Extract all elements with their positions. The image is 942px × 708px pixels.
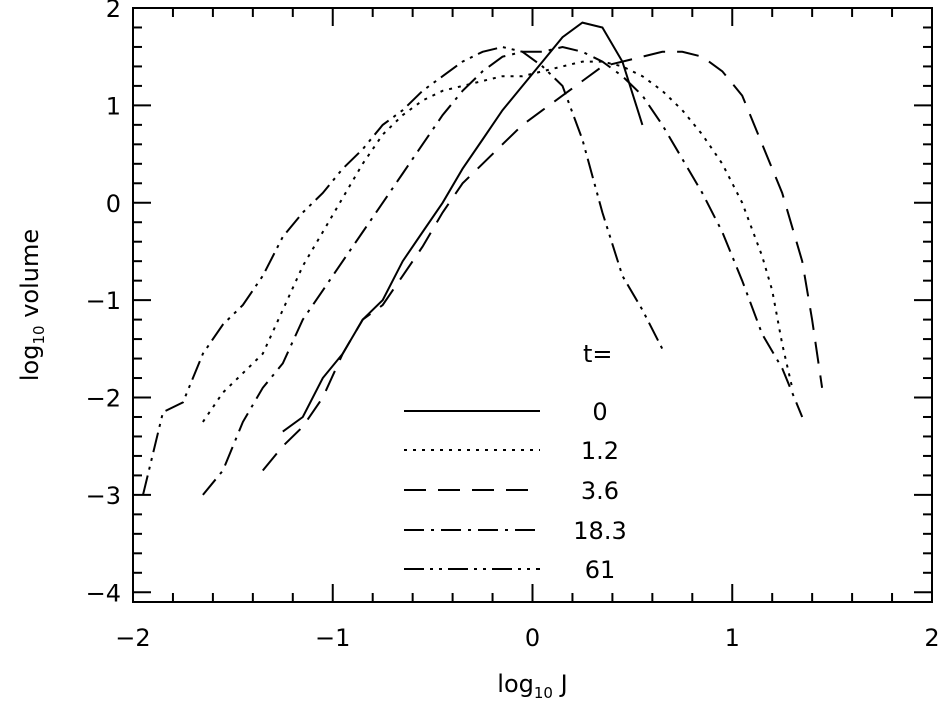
- x-tick-label: 0: [525, 624, 540, 652]
- x-axis-label: log10 J: [497, 670, 567, 702]
- y-tick-label: −1: [86, 287, 121, 315]
- legend-label-5: 61: [585, 556, 616, 584]
- y-ticks: [133, 7, 932, 594]
- legend: t= 0 1.2 3.6 18.3 61: [404, 340, 627, 584]
- x-tick-labels: −2 −1 0 1 2: [115, 624, 939, 652]
- legend-label-4: 18.3: [573, 517, 626, 545]
- x-tick-label: −2: [115, 624, 150, 652]
- series-line-2: [202, 60, 794, 423]
- y-tick-label: 1: [106, 92, 121, 120]
- legend-label-2: 1.2: [581, 437, 619, 465]
- series-line-5: [142, 45, 664, 496]
- series-lines: [142, 21, 824, 496]
- series-line-4: [202, 45, 804, 496]
- y-tick-label: 0: [106, 190, 121, 218]
- x-tick-label: −1: [315, 624, 350, 652]
- y-tick-label: 2: [106, 0, 121, 23]
- y-axis-label: log10 volume: [16, 229, 48, 381]
- x-tick-label: 2: [924, 624, 939, 652]
- legend-label-3: 3.6: [581, 477, 619, 505]
- x-tick-label: 1: [725, 624, 740, 652]
- legend-label-1: 0: [592, 398, 607, 426]
- series-line-3: [262, 50, 824, 472]
- y-tick-label: −2: [86, 385, 121, 413]
- y-tick-label: −4: [86, 579, 121, 607]
- y-tick-labels: −4 −3 −2 −1 0 1 2: [86, 0, 121, 607]
- legend-title: t=: [583, 340, 613, 368]
- y-tick-label: −3: [86, 482, 121, 510]
